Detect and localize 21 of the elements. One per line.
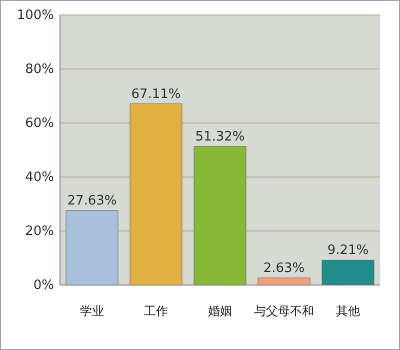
bar [258, 278, 310, 286]
data-label: 2.63% [263, 260, 305, 276]
y-tick-label: 20% [25, 224, 54, 239]
x-tick-label: 与父母不和 [254, 304, 314, 318]
data-label: 9.21% [327, 243, 369, 258]
data-label: 51.32% [195, 129, 245, 144]
y-tick-label: 0% [33, 278, 54, 293]
bar [194, 146, 246, 286]
y-tick-label: 100% [16, 8, 54, 23]
x-tick-label: 其他 [336, 304, 360, 318]
y-tick-label: 80% [25, 62, 54, 77]
bar [66, 210, 118, 286]
x-tick-label: 工作 [144, 304, 168, 318]
x-tick-label: 学业 [80, 304, 104, 318]
data-label: 27.63% [67, 193, 117, 208]
bar [130, 104, 182, 286]
y-tick-label: 40% [25, 170, 54, 185]
data-label: 67.11% [131, 86, 181, 102]
y-tick-label: 60% [25, 116, 54, 131]
x-tick-label: 婚姻 [208, 304, 232, 318]
bar [322, 260, 374, 286]
